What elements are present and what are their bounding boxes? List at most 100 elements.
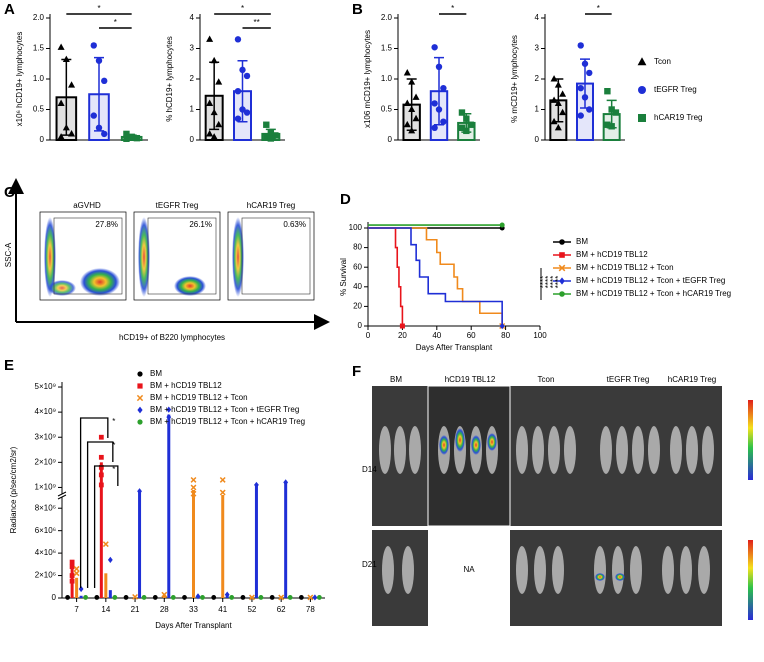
flow-title: tEGFR Treg: [156, 201, 199, 210]
column-label: BM: [390, 375, 402, 384]
data-point: [234, 115, 242, 122]
y-tick-label: 4×10⁶: [35, 548, 56, 557]
data-point: [123, 595, 129, 600]
data-point: [307, 594, 314, 601]
gate-percent: 26.1%: [189, 220, 212, 229]
data-point: [170, 595, 176, 600]
data-point: [267, 135, 275, 142]
y-tick-label: 80: [353, 243, 362, 252]
legend-marker: [559, 291, 565, 297]
significance-label: *: [112, 417, 115, 426]
legend-label: BM + hCD19 TBL12: [150, 381, 222, 390]
data-point: [219, 476, 226, 483]
data-point: [312, 594, 318, 601]
data-point: [612, 109, 620, 116]
data-point: [224, 591, 230, 598]
data-point: [431, 100, 438, 107]
data-point: [69, 564, 75, 569]
y-tick-label: 0.5: [381, 105, 393, 114]
data-point: [550, 117, 558, 125]
data-point: [586, 106, 593, 113]
y-tick-label: 0.5: [33, 105, 45, 114]
data-point: [287, 595, 293, 600]
significance-label: *: [597, 4, 600, 13]
legend-marker: [638, 86, 646, 94]
y-tick-label: 1.5: [381, 44, 393, 53]
x-axis-label: Days After Transplant: [416, 343, 493, 352]
y-tick-label: 1: [190, 105, 195, 114]
data-point: [128, 133, 135, 141]
column-label: tEGFR Treg: [607, 375, 650, 384]
missing-label: NA: [463, 565, 475, 574]
panel-label: D: [340, 191, 351, 208]
data-point: [161, 591, 168, 598]
data-point: [431, 44, 438, 51]
panel-label: E: [4, 357, 14, 374]
data-point: [608, 106, 615, 113]
flow-y-label: SSC-A: [4, 242, 13, 267]
data-point: [107, 556, 113, 563]
data-point: [152, 595, 158, 600]
data-point: [65, 595, 71, 600]
x-tick-label: 52: [247, 605, 256, 614]
data-point: [195, 593, 201, 600]
y-axis-label: x10⁶ hCD19+ lymphocytes: [15, 32, 24, 127]
data-point: [463, 127, 470, 135]
y-tick-label: 3: [535, 44, 540, 53]
x-tick-label: 40: [432, 331, 441, 340]
y-axis-label: % mCD19+ lymphocytes: [510, 35, 519, 123]
legend-marker: [137, 371, 143, 377]
data-point: [98, 472, 104, 478]
significance-label: ****: [554, 276, 563, 288]
legend-marker: [137, 419, 143, 425]
data-point: [316, 595, 322, 600]
data-point: [206, 130, 214, 137]
data-point: [101, 77, 108, 85]
data-point: [239, 66, 246, 74]
y-tick-label: 3: [190, 44, 195, 53]
y-tick-label: 0: [190, 135, 195, 144]
data-point: [403, 99, 411, 106]
data-point: [101, 130, 108, 138]
data-point: [57, 133, 65, 140]
data-point: [137, 488, 142, 495]
y-tick-label: 4: [535, 13, 540, 22]
x-tick-label: 14: [101, 605, 110, 614]
data-point: [604, 121, 611, 128]
data-point: [190, 484, 197, 491]
data-point: [210, 56, 218, 64]
data-point: [467, 121, 474, 128]
data-point: [69, 559, 75, 565]
flow-panel: SSC-A hCD19+ of B220 lymphocytes aGVHD 2…: [4, 178, 330, 342]
data-point: [581, 60, 589, 67]
bar: [284, 482, 288, 598]
data-point: [219, 489, 226, 496]
x-tick-label: 21: [131, 605, 140, 614]
gate-percent: 0.63%: [283, 220, 306, 229]
data-point: [278, 594, 285, 601]
y-tick-label: 2×10⁹: [35, 457, 56, 466]
panel-label: C: [4, 184, 15, 201]
data-point: [123, 130, 130, 138]
data-point: [78, 585, 84, 593]
y-tick-label: 5×10⁹: [35, 382, 56, 391]
data-point: [166, 414, 172, 421]
y-tick-label: 1: [535, 105, 540, 114]
x-tick-label: 62: [277, 605, 286, 614]
data-point: [190, 476, 197, 483]
data-point: [550, 75, 558, 82]
data-point: [412, 93, 420, 100]
x-tick-label: 33: [189, 605, 198, 614]
y-tick-label: 0: [535, 135, 540, 144]
bar: [75, 577, 79, 598]
data-point: [210, 108, 218, 116]
data-point: [68, 130, 76, 137]
legend-label: BM: [150, 369, 162, 378]
y-tick-label: 6×10⁶: [35, 526, 56, 535]
data-point: [215, 120, 223, 128]
significance-label: *: [451, 4, 454, 13]
data-point: [229, 595, 235, 600]
data-point: [554, 99, 562, 106]
data-point: [608, 123, 615, 130]
